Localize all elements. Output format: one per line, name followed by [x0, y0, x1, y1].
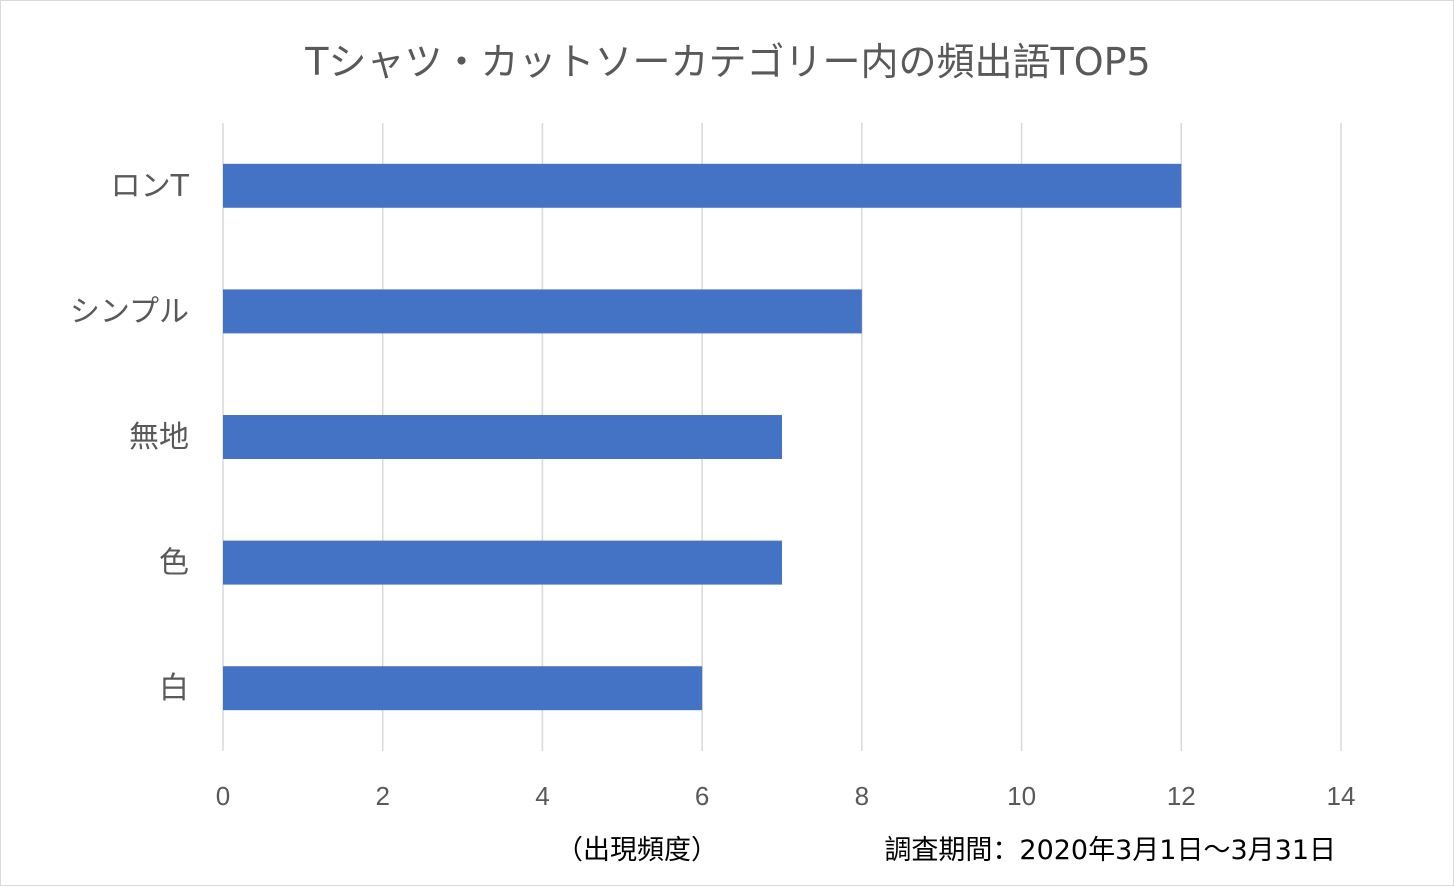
category-label: シンプル [70, 294, 189, 329]
bar-1 [223, 289, 862, 334]
bar-0 [223, 163, 1182, 208]
bars [223, 163, 1182, 711]
x-tick-label: 12 [1167, 781, 1196, 811]
x-tick-label: 10 [1007, 781, 1036, 811]
category-label: 色 [159, 546, 189, 581]
x-axis-label: （出現頻度） [556, 835, 718, 866]
bar-2 [223, 415, 782, 459]
category-label: ロンT [111, 169, 190, 204]
x-tick-label: 14 [1327, 781, 1356, 811]
bar-4 [223, 666, 703, 711]
x-tick-label: 8 [855, 781, 869, 811]
survey-period-note: 調査期間：2020年3月1日～3月31日 [884, 835, 1336, 866]
category-label: 白 [159, 671, 189, 706]
chart-title: Tシャツ・カットソーカテゴリー内の頻出語TOP5 [304, 40, 1150, 84]
bar-3 [223, 540, 782, 585]
category-label: 無地 [129, 420, 189, 455]
x-tick-label: 2 [375, 781, 389, 811]
x-tick-label: 6 [695, 781, 709, 811]
x-tick-labels: 0 2 4 6 8 10 12 14 [216, 781, 1356, 811]
x-tick-label: 0 [216, 781, 230, 811]
x-tick-label: 4 [535, 781, 549, 811]
